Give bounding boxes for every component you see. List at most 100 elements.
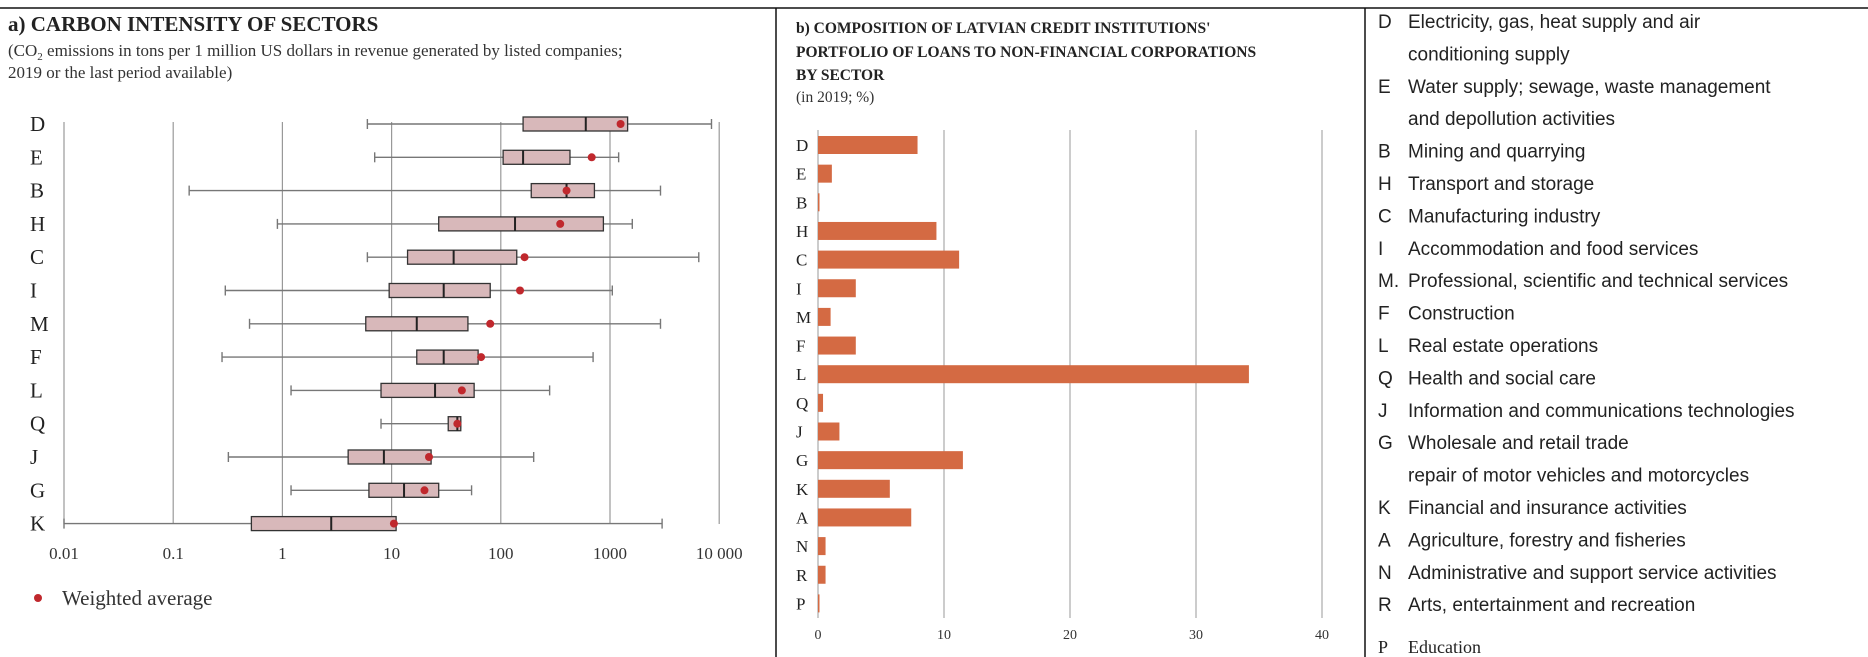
bar: [818, 221, 937, 240]
legend-description: Administrative and support service activ…: [1408, 563, 1777, 584]
category-label: D: [30, 112, 45, 136]
panel-b-title-3: BY SECTOR: [796, 67, 885, 84]
legend-code: N: [1378, 563, 1392, 584]
weighted-average-point: [562, 186, 571, 195]
legend-description: Arts, entertainment and recreation: [1408, 595, 1695, 616]
category-label: K: [796, 480, 809, 499]
iqr-box: [347, 449, 432, 465]
bar: [818, 393, 824, 412]
legend-description: Agriculture, forestry and fisheries: [1408, 530, 1686, 551]
weighted-average-point: [616, 120, 625, 128]
bar: [818, 365, 1249, 384]
category-label: R: [796, 566, 808, 585]
bar: [818, 164, 832, 183]
legend-code: R: [1378, 595, 1392, 616]
legend-description: Education: [1408, 637, 1481, 657]
bar: [818, 508, 912, 527]
bar: [818, 336, 856, 355]
legend-description: Mining and quarrying: [1408, 142, 1585, 163]
legend-code: J: [1378, 401, 1388, 422]
weighted-average-point: [453, 419, 462, 428]
x-tick-label: 40: [1315, 628, 1329, 643]
weighted-average-point: [420, 486, 429, 495]
category-label: K: [30, 512, 45, 536]
legend-code: A: [1378, 530, 1391, 551]
weighted-average-point: [457, 386, 466, 395]
x-tick-label: 100: [488, 544, 514, 563]
x-tick-label: 1000: [593, 544, 627, 563]
legend-description: Information and communications technolog…: [1408, 401, 1795, 422]
iqr-box: [388, 282, 491, 299]
panel-borders: [0, 7, 1868, 657]
x-tick-label: 0: [815, 628, 822, 643]
legend-code: M.: [1378, 271, 1399, 292]
legend-description: Professional, scientific and technical s…: [1408, 271, 1788, 292]
bar: [818, 136, 918, 154]
category-label: G: [796, 451, 808, 470]
weighted-average-point: [477, 353, 486, 362]
category-label: M: [796, 308, 811, 327]
bar: [818, 451, 963, 470]
panel-b-title-2: PORTFOLIO OF LOANS TO NON-FINANCIAL CORP…: [796, 44, 1256, 61]
legend-description: repair of motor vehicles and motorcycles: [1408, 466, 1749, 487]
legend-description: Accommodation and food services: [1408, 239, 1698, 260]
legend-description: Construction: [1408, 304, 1515, 325]
legend-marker: [34, 594, 42, 602]
category-label: E: [796, 165, 806, 184]
legend-description: conditioning supply: [1408, 44, 1570, 65]
legend-description: Electricity, gas, heat supply and air: [1408, 12, 1701, 33]
iqr-box: [250, 515, 397, 532]
legend-code: L: [1378, 336, 1389, 357]
category-label: J: [30, 445, 38, 469]
legend-code: P: [1378, 637, 1388, 657]
weighted-average-point: [424, 453, 433, 461]
category-label: L: [796, 365, 806, 384]
legend-code: G: [1378, 433, 1393, 454]
weighted-average-point: [520, 253, 529, 262]
legend-description: Manufacturing industry: [1408, 206, 1601, 227]
x-tick-label: 10 000: [696, 544, 743, 563]
weighted-average-point: [389, 519, 398, 528]
weighted-average-point: [556, 219, 565, 228]
panel-b-subtitle: (in 2019; %): [796, 89, 874, 106]
category-label: G: [30, 478, 45, 502]
weighted-average-point: [587, 153, 596, 162]
bar: [818, 422, 840, 441]
legend-code: K: [1378, 498, 1391, 519]
iqr-box: [416, 349, 479, 365]
category-label: M: [30, 312, 49, 336]
bar: [818, 479, 890, 498]
panel-a-title: a) CARBON INTENSITY OF SECTORS: [8, 12, 378, 36]
legend-description: Wholesale and retail trade: [1408, 433, 1629, 454]
legend-code: F: [1378, 304, 1390, 325]
bar: [818, 565, 826, 584]
x-tick-label: 20: [1063, 628, 1077, 643]
category-label: I: [796, 279, 802, 298]
legend-label: Weighted average: [62, 586, 212, 610]
x-tick-label: 1: [278, 544, 287, 563]
bar: [818, 307, 831, 326]
legend-description: and depollution activities: [1408, 109, 1615, 130]
iqr-box: [406, 249, 518, 265]
x-tick-label: 0.01: [49, 544, 79, 563]
panel-a-subtitle-2: 2019 or the last period available): [8, 63, 232, 82]
category-label: N: [796, 537, 808, 556]
legend-code: Q: [1378, 368, 1393, 389]
category-label: A: [796, 508, 809, 527]
iqr-box: [522, 116, 629, 132]
legend-code: I: [1378, 239, 1383, 260]
legend-code: C: [1378, 206, 1392, 227]
category-label: P: [796, 594, 805, 613]
bar: [818, 250, 960, 269]
panel-a-subtitle-1: (CO2 emissions in tons per 1 million US …: [8, 41, 623, 63]
category-label: B: [796, 193, 807, 212]
x-tick-label: 0.1: [163, 544, 184, 563]
x-tick-label: 30: [1189, 628, 1203, 643]
sector-legend-panel: D Electricity, gas, heat supply and air co…: [1378, 12, 1795, 657]
category-label: J: [796, 423, 803, 442]
legend-code: H: [1378, 174, 1392, 195]
category-label: Q: [796, 394, 808, 413]
